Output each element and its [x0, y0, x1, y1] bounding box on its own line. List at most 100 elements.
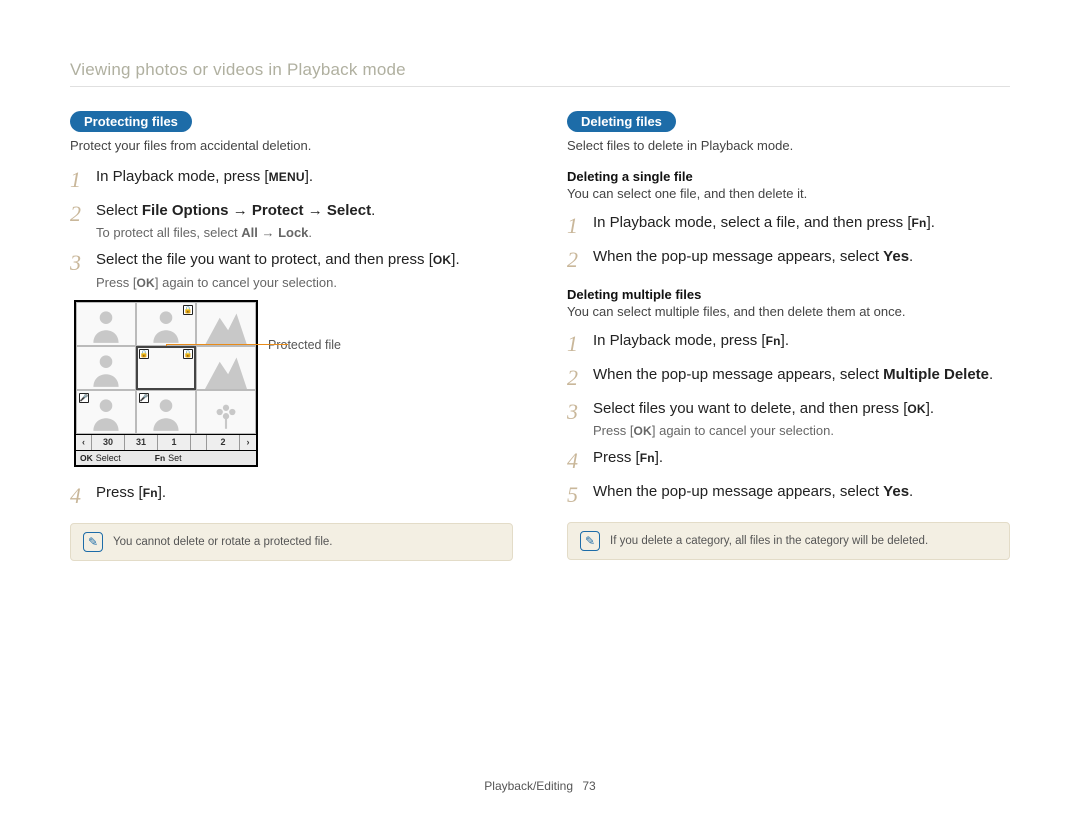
step-3: 3 Select the file you want to protect, a… — [70, 250, 513, 289]
section-pill-protecting: Protecting files — [70, 111, 192, 132]
step-3: 3 Select files you want to delete, and t… — [567, 399, 1010, 438]
key-fn: Fn — [155, 453, 165, 463]
step-text: Select the file you want to protect, and… — [96, 250, 513, 270]
step-text: Press [Fn]. — [593, 448, 1010, 468]
text-part: ] again to cancel your selection. — [155, 275, 337, 290]
thumb-cell: 🎤 — [76, 390, 136, 434]
thumb-cell — [196, 302, 256, 346]
bold-part: Multiple Delete — [883, 366, 989, 383]
nav-cell: 1 — [158, 435, 191, 450]
step-number: 4 — [567, 450, 593, 472]
step-number: 1 — [70, 169, 96, 191]
thumb-cell — [76, 302, 136, 346]
silhouette-icon — [77, 303, 135, 345]
key-fn: Fn — [640, 450, 655, 466]
step-subtext: To protect all files, select All → Lock. — [96, 225, 513, 240]
lead-deleting: Select files to delete in Playback mode. — [567, 138, 1010, 153]
step-text: When the pop-up message appears, select … — [593, 365, 1010, 385]
page-title: Viewing photos or videos in Playback mod… — [70, 60, 1010, 80]
step-text: When the pop-up message appears, select … — [593, 482, 1010, 502]
text-part: ]. — [305, 168, 313, 185]
text-part: . — [909, 483, 913, 500]
step-text: In Playback mode, select a file, and the… — [593, 213, 1010, 233]
lock-icon: 🔒 — [183, 305, 193, 315]
key-fn: Fn — [912, 215, 927, 231]
step-4: 4 Press [Fn]. — [567, 448, 1010, 472]
mountain-icon — [197, 303, 255, 345]
text-part: ]. — [655, 449, 663, 466]
step-1: 1 In Playback mode, select a file, and t… — [567, 213, 1010, 237]
text-part: ] again to cancel your selection. — [652, 423, 834, 438]
text-part: In Playback mode, select a file, and the… — [593, 214, 912, 231]
screenshot-frame: 🔒 🔒🔒 🎤 🎤 ‹ 30 31 — [74, 300, 258, 467]
key-menu: MENU — [269, 169, 305, 185]
leader-line — [166, 344, 288, 345]
step-5: 5 When the pop-up message appears, selec… — [567, 482, 1010, 506]
callout-protected-file: Protected file — [268, 338, 341, 352]
col-left: Protecting files Protect your files from… — [70, 111, 513, 561]
mic-icon: 🎤 — [79, 393, 89, 403]
steps-protecting: 1 In Playback mode, press [MENU]. 2 Sele… — [70, 167, 513, 290]
bold-part: Yes — [883, 248, 909, 265]
subtext-single: You can select one file, and then delete… — [567, 186, 1010, 201]
screenshot-with-callout: 🔒 🔒🔒 🎤 🎤 ‹ 30 31 — [74, 300, 513, 467]
screenshot-status-bar: OKSelect FnSet — [76, 450, 256, 465]
step-number: 3 — [70, 252, 96, 274]
key-fn: Fn — [766, 333, 781, 349]
step-number: 5 — [567, 484, 593, 506]
page-footer: Playback/Editing 73 — [0, 779, 1080, 793]
text-part: Select the file you want to protect, and… — [96, 251, 433, 268]
step-text: When the pop-up message appears, select … — [593, 247, 1010, 267]
section-pill-deleting: Deleting files — [567, 111, 676, 132]
text-part: ]. — [926, 400, 934, 417]
flower-icon — [197, 391, 255, 433]
step-number: 2 — [567, 249, 593, 271]
text-part: Select — [96, 202, 142, 219]
step-number: 3 — [567, 401, 593, 423]
text-part: Press [ — [96, 484, 143, 501]
text-part: Press [ — [96, 275, 136, 290]
subhead-multi: Deleting multiple files — [567, 287, 1010, 302]
bold-part: Yes — [883, 483, 909, 500]
lock-icon: 🔒 — [183, 349, 193, 359]
text-part: . — [308, 225, 312, 240]
lead-protecting: Protect your files from accidental delet… — [70, 138, 513, 153]
note-icon: ✎ — [580, 531, 600, 551]
step-1: 1 In Playback mode, press [MENU]. — [70, 167, 513, 191]
step-number: 2 — [70, 203, 96, 225]
step-text: Select files you want to delete, and the… — [593, 399, 1010, 419]
text-part: . — [909, 248, 913, 265]
page: Viewing photos or videos in Playback mod… — [0, 0, 1080, 815]
steps-protecting-cont: 4 Press [Fn]. — [70, 483, 513, 507]
step-number: 1 — [567, 215, 593, 237]
key-ok: OK — [907, 401, 925, 417]
nav-div — [191, 435, 207, 450]
subtext-multi: You can select multiple files, and then … — [567, 304, 1010, 319]
step-subtext: Press [OK] again to cancel your selectio… — [96, 275, 513, 290]
step-1: 1 In Playback mode, press [Fn]. — [567, 331, 1010, 355]
step-text: Press [Fn]. — [96, 483, 513, 503]
mountain-icon — [197, 347, 255, 389]
key-fn: Fn — [143, 485, 158, 501]
screenshot-frame-wrap: 🔒 🔒🔒 🎤 🎤 ‹ 30 31 — [74, 300, 258, 467]
bold-part: File Options → Protect → Select — [142, 202, 371, 219]
bold-part: All → Lock — [241, 225, 308, 240]
text-part: ]. — [451, 251, 459, 268]
silhouette-icon — [77, 347, 135, 389]
note-deleting: ✎ If you delete a category, all files in… — [567, 522, 1010, 560]
columns: Protecting files Protect your files from… — [70, 111, 1010, 561]
step-2: 2 When the pop-up message appears, selec… — [567, 247, 1010, 271]
key-ok: OK — [80, 453, 93, 463]
text-part: Select files you want to delete, and the… — [593, 400, 907, 417]
key-ok: OK — [633, 424, 651, 438]
nav-cell: 31 — [125, 435, 158, 450]
thumb-cell: 🔒 — [136, 302, 196, 346]
thumb-cell-selected: 🔒🔒 — [136, 346, 196, 390]
bar-label: Select — [96, 453, 121, 463]
footer-section: Playback/Editing — [484, 779, 573, 793]
nav-cell: 30 — [92, 435, 125, 450]
thumb-cell: 🎤 — [136, 390, 196, 434]
title-underline — [70, 86, 1010, 87]
screenshot-nav-row: ‹ 30 31 1 2 › — [76, 434, 256, 450]
text-part: In Playback mode, press [ — [593, 332, 766, 349]
